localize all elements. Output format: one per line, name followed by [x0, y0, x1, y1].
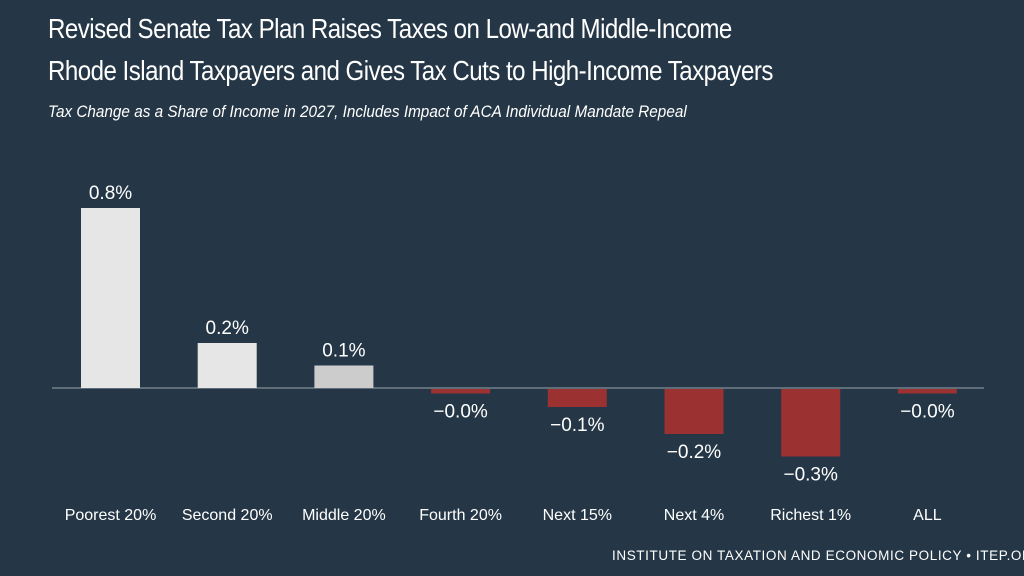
category-label-3: Middle 20% — [302, 507, 386, 524]
bar-3 — [314, 365, 374, 388]
value-label-4: −0.0% — [433, 402, 488, 423]
bar-1 — [81, 208, 140, 388]
category-label-2: Second 20% — [182, 507, 273, 524]
category-label-8: ALL — [913, 507, 942, 524]
category-label-4: Fourth 20% — [419, 507, 502, 524]
value-label-5: −0.1% — [550, 415, 605, 436]
category-label-5: Next 15% — [543, 507, 612, 524]
bar-2 — [197, 343, 257, 388]
bar-6 — [664, 389, 724, 434]
category-label-6: Next 4% — [664, 507, 724, 524]
value-label-6: −0.2% — [667, 442, 722, 463]
bar-7 — [781, 389, 841, 457]
chart-title-line-1: Revised Senate Tax Plan Raises Taxes on … — [48, 13, 732, 44]
value-label-1: 0.8% — [89, 183, 132, 204]
value-label-8: −0.0% — [900, 402, 955, 423]
bar-8 — [897, 389, 957, 394]
chart-title-line-2: Rhode Island Taxpayers and Gives Tax Cut… — [48, 55, 773, 86]
category-label-1: Poorest 20% — [65, 507, 157, 524]
value-label-2: 0.2% — [206, 318, 249, 339]
chart-subtitle: Tax Change as a Share of Income in 2027,… — [48, 102, 687, 121]
bar-4 — [431, 389, 491, 394]
value-label-7: −0.3% — [783, 465, 838, 486]
bar-5 — [547, 389, 607, 407]
footer-credit: INSTITUTE ON TAXATION AND ECONOMIC POLIC… — [612, 548, 1024, 563]
chart-title: Revised Senate Tax Plan Raises Taxes on … — [48, 8, 874, 92]
category-label-7: Richest 1% — [770, 507, 851, 524]
value-label-3: 0.1% — [322, 341, 365, 362]
